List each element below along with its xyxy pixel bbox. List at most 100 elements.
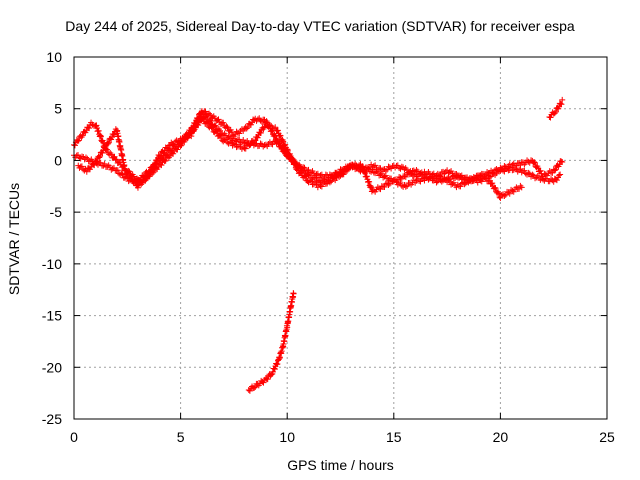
data-point [134, 184, 141, 191]
data-point [370, 187, 377, 194]
x-tick-label: 5 [177, 429, 185, 445]
data-point [362, 170, 369, 177]
data-point [257, 129, 264, 136]
y-tick-label: -20 [42, 359, 62, 375]
data-point [95, 127, 102, 134]
data-point [537, 167, 544, 174]
data-point [138, 181, 145, 188]
data-point [559, 158, 566, 165]
data-point [89, 121, 96, 128]
data-point [349, 164, 356, 171]
data-point [155, 158, 162, 165]
data-point [108, 151, 115, 158]
data-point [326, 179, 333, 186]
data-point [82, 154, 89, 161]
y-tick-label: -10 [42, 256, 62, 272]
data-point [529, 171, 536, 178]
data-point [558, 158, 565, 165]
data-point [96, 154, 103, 161]
data-point [377, 171, 384, 178]
data-point [469, 176, 476, 183]
data-point [107, 150, 114, 157]
data-point [481, 174, 488, 181]
data-point [525, 169, 532, 176]
data-point [112, 156, 119, 163]
data-point [188, 129, 195, 136]
y-tick-label: -25 [42, 411, 62, 427]
data-point [262, 119, 269, 126]
data-point [128, 174, 135, 181]
data-point [78, 153, 85, 160]
y-tick-label: 0 [54, 152, 62, 168]
data-point [410, 177, 417, 184]
data-point [99, 138, 106, 145]
x-tick-label: 25 [599, 429, 615, 445]
data-point [448, 168, 455, 175]
data-point [552, 166, 559, 173]
grid-lines [74, 57, 607, 419]
data-point [433, 179, 440, 186]
data-point [246, 142, 253, 149]
data-point [526, 170, 533, 177]
data-point [363, 173, 370, 180]
data-point [470, 177, 477, 184]
data-point [101, 160, 108, 167]
y-axis-label: SDTVAR / TECUs [6, 182, 22, 296]
data-point [386, 164, 393, 171]
data-point [102, 145, 109, 152]
data-point [448, 176, 455, 183]
data-point [482, 175, 489, 182]
data-point [78, 134, 85, 141]
data-point [324, 180, 331, 187]
x-tick-label: 10 [279, 429, 295, 445]
data-point [441, 175, 448, 182]
data-point [456, 172, 463, 179]
data-point [551, 110, 558, 117]
data-point [308, 169, 315, 176]
data-point [531, 159, 538, 166]
data-point [124, 169, 131, 176]
data-point [302, 173, 309, 180]
data-point [396, 165, 403, 172]
data-point [484, 169, 491, 176]
data-point [517, 162, 524, 169]
data-point [314, 170, 321, 177]
data-point [83, 168, 90, 175]
data-point [208, 124, 215, 131]
data-point [206, 110, 213, 117]
data-point [552, 108, 559, 115]
data-points [71, 96, 566, 394]
data-point [457, 183, 464, 190]
data-point [489, 180, 496, 187]
data-point [260, 125, 267, 132]
data-point [491, 184, 498, 191]
data-point [556, 172, 563, 179]
data-point [361, 169, 368, 176]
data-point [174, 146, 181, 153]
data-point [209, 125, 216, 132]
data-point [457, 173, 464, 180]
data-point [202, 108, 209, 115]
data-point [445, 177, 452, 184]
data-point [91, 162, 98, 169]
data-point [398, 163, 405, 170]
data-point [305, 166, 312, 173]
data-point [93, 158, 100, 165]
data-point [284, 146, 291, 153]
data-point [252, 383, 259, 390]
data-point [547, 114, 554, 121]
data-point [525, 158, 532, 165]
data-point [86, 125, 93, 132]
data-point [490, 169, 497, 176]
data-point [344, 166, 351, 173]
data-point [104, 140, 111, 147]
data-point [232, 131, 239, 138]
data-point [397, 174, 404, 181]
data-point [149, 169, 156, 176]
data-point [266, 122, 273, 129]
data-point [71, 142, 78, 149]
data-point [284, 147, 291, 154]
data-point [79, 132, 86, 139]
data-point [542, 171, 549, 178]
